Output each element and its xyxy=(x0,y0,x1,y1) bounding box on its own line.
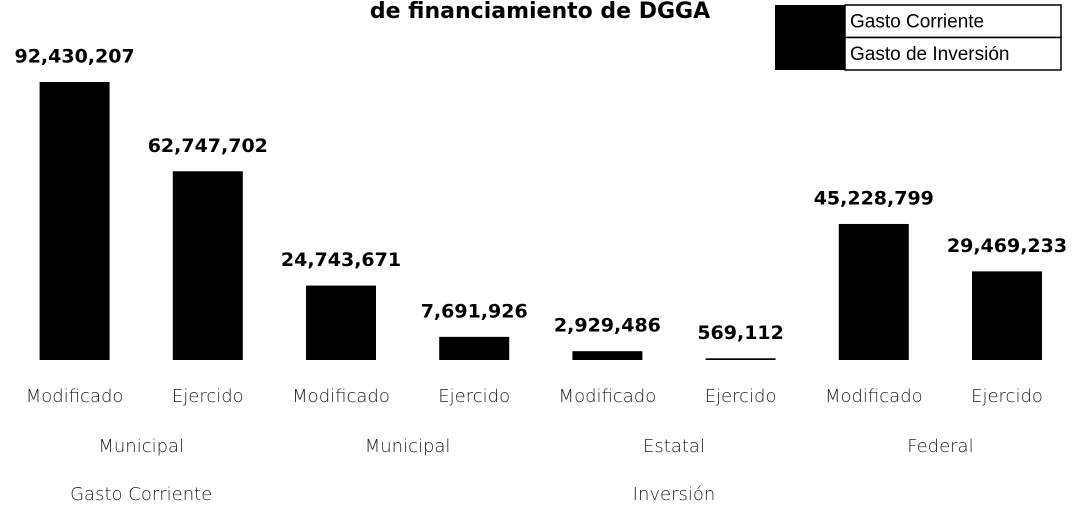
legend-swatch xyxy=(775,37,845,70)
value-label: 24,743,671 xyxy=(281,249,401,271)
bar xyxy=(972,271,1042,360)
group-label: Gasto Corriente xyxy=(70,484,212,505)
legend-cell xyxy=(844,36,1062,71)
legend-swatch xyxy=(775,5,845,38)
bar xyxy=(172,171,243,360)
bar xyxy=(439,336,510,360)
x-tick-label: Modificado xyxy=(825,386,923,407)
subgroup-label: Federal xyxy=(907,436,973,457)
x-tick-label: Ejercido xyxy=(705,386,777,407)
value-label: 2,929,486 xyxy=(554,315,661,337)
bar xyxy=(838,223,909,360)
bar xyxy=(306,285,376,360)
x-tick-label: Modificado xyxy=(292,386,390,407)
x-tick-label: Modificado xyxy=(559,386,657,407)
x-tick-label: Ejercido xyxy=(971,386,1043,407)
x-tick-label: Ejercido xyxy=(172,386,244,407)
value-label: 7,691,926 xyxy=(421,300,528,322)
legend-label: Gasto de Inversión xyxy=(850,44,1009,65)
bar xyxy=(705,358,776,360)
subgroup-label: Estatal xyxy=(643,436,705,457)
bar xyxy=(572,351,643,360)
value-label: 92,430,207 xyxy=(14,46,134,68)
legend-label: Gasto Corriente xyxy=(850,11,984,32)
x-tick-label: Ejercido xyxy=(438,386,510,407)
value-label: 569,112 xyxy=(697,322,784,344)
value-label: 29,469,233 xyxy=(947,235,1067,257)
legend-cell xyxy=(844,4,1062,39)
subgroup-label: Municipal xyxy=(365,436,451,457)
x-tick-label: Modificado xyxy=(26,386,124,407)
value-label: 45,228,799 xyxy=(814,187,934,209)
subgroup-label: Municipal xyxy=(98,436,184,457)
value-label: 62,747,702 xyxy=(148,135,268,157)
chart-title: de financiamiento de DGGA xyxy=(370,0,710,24)
bar xyxy=(39,82,110,360)
group-label: Inversión xyxy=(633,484,716,505)
